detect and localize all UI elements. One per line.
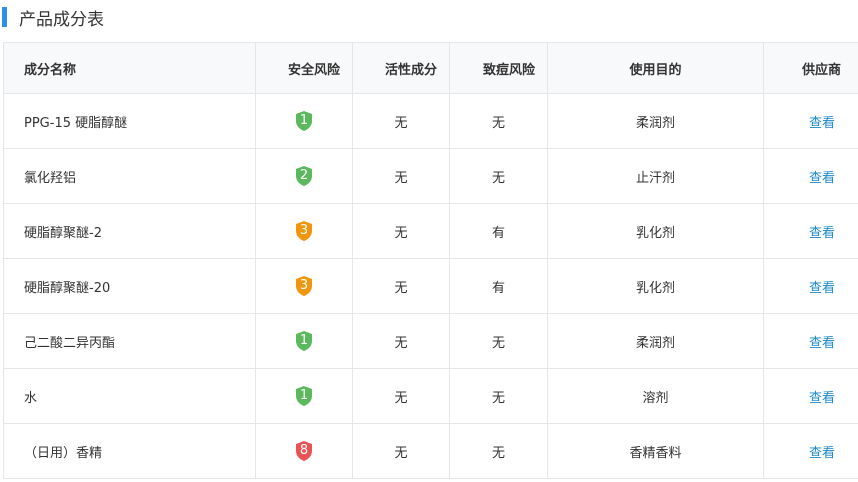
ingredient-name: PPG-15 硬脂醇醚 (3, 93, 256, 149)
usage-purpose: 柔润剂 (547, 313, 764, 369)
risk-score: 3 (299, 278, 309, 293)
safety-risk-cell: 1 (255, 313, 353, 369)
safety-risk-cell: 3 (255, 258, 353, 314)
safety-risk-cell: 8 (255, 423, 353, 479)
acne-risk: 有 (449, 203, 548, 259)
active-ingredient: 无 (352, 148, 450, 204)
ingredient-name: （日用）香精 (3, 423, 256, 479)
usage-purpose: 溶剂 (547, 368, 764, 424)
table-row: 水 1 无 无 溶剂 查看 (3, 368, 858, 424)
acne-risk: 无 (449, 368, 548, 424)
header-acne-risk: 致痘风险 (449, 42, 548, 94)
table-row: PPG-15 硬脂醇醚 1 无 无 柔润剂 查看 (3, 93, 858, 149)
risk-score: 1 (299, 333, 309, 348)
title-text: 产品成分表 (19, 9, 104, 30)
shield-icon: 3 (294, 220, 314, 242)
usage-purpose: 香精香料 (547, 423, 764, 479)
acne-risk: 无 (449, 148, 548, 204)
shield-icon: 1 (294, 385, 314, 407)
acne-risk: 无 (449, 313, 548, 369)
table-row: 硬脂醇聚醚-2 3 无 有 乳化剂 查看 (3, 203, 858, 259)
view-supplier-link[interactable]: 查看 (808, 115, 835, 131)
risk-score: 1 (299, 113, 309, 128)
shield-icon: 1 (294, 110, 314, 132)
header-supplier: 供应商 (763, 42, 858, 94)
ingredient-name: 硬脂醇聚醚-2 (3, 203, 256, 259)
ingredient-name: 硬脂醇聚醚-20 (3, 258, 256, 314)
risk-score: 2 (299, 168, 309, 183)
safety-risk-cell: 2 (255, 148, 353, 204)
shield-icon: 1 (294, 330, 314, 352)
risk-score: 1 (299, 388, 309, 403)
usage-purpose: 止汗剂 (547, 148, 764, 204)
view-supplier-link[interactable]: 查看 (808, 280, 835, 296)
header-active: 活性成分 (352, 42, 450, 94)
supplier-cell: 查看 (763, 93, 858, 149)
view-supplier-link[interactable]: 查看 (808, 225, 835, 241)
safety-risk-cell: 1 (255, 368, 353, 424)
ingredient-name: 己二酸二异丙酯 (3, 313, 256, 369)
usage-purpose: 柔润剂 (547, 93, 764, 149)
ingredient-table: 成分名称 安全风险 活性成分 致痘风险 使用目的 供应商 PPG-15 硬脂醇醚… (3, 42, 858, 479)
shield-icon: 3 (294, 275, 314, 297)
table-row: 硬脂醇聚醚-20 3 无 有 乳化剂 查看 (3, 258, 858, 314)
supplier-cell: 查看 (763, 148, 858, 204)
safety-risk-cell: 3 (255, 203, 353, 259)
table-row: 氯化羟铝 2 无 无 止汗剂 查看 (3, 148, 858, 204)
risk-score: 3 (299, 223, 309, 238)
usage-purpose: 乳化剂 (547, 258, 764, 314)
section-title: 产品成分表 (0, 5, 104, 30)
acne-risk: 无 (449, 93, 548, 149)
active-ingredient: 无 (352, 203, 450, 259)
active-ingredient: 无 (352, 93, 450, 149)
supplier-cell: 查看 (763, 423, 858, 479)
title-accent-bar (2, 7, 7, 27)
ingredient-name: 水 (3, 368, 256, 424)
active-ingredient: 无 (352, 423, 450, 479)
active-ingredient: 无 (352, 258, 450, 314)
table-row: 己二酸二异丙酯 1 无 无 柔润剂 查看 (3, 313, 858, 369)
header-safety-risk: 安全风险 (255, 42, 353, 94)
usage-purpose: 乳化剂 (547, 203, 764, 259)
view-supplier-link[interactable]: 查看 (808, 445, 835, 461)
supplier-cell: 查看 (763, 368, 858, 424)
header-name: 成分名称 (3, 42, 256, 94)
supplier-cell: 查看 (763, 258, 858, 314)
supplier-cell: 查看 (763, 203, 858, 259)
view-supplier-link[interactable]: 查看 (808, 335, 835, 351)
acne-risk: 有 (449, 258, 548, 314)
view-supplier-link[interactable]: 查看 (808, 390, 835, 406)
table-header-row: 成分名称 安全风险 活性成分 致痘风险 使用目的 供应商 (3, 42, 858, 94)
shield-icon: 2 (294, 165, 314, 187)
supplier-cell: 查看 (763, 313, 858, 369)
table-row: （日用）香精 8 无 无 香精香料 查看 (3, 423, 858, 479)
active-ingredient: 无 (352, 368, 450, 424)
ingredient-name: 氯化羟铝 (3, 148, 256, 204)
risk-score: 8 (299, 443, 309, 458)
active-ingredient: 无 (352, 313, 450, 369)
acne-risk: 无 (449, 423, 548, 479)
view-supplier-link[interactable]: 查看 (808, 170, 835, 186)
shield-icon: 8 (294, 440, 314, 462)
header-purpose: 使用目的 (547, 42, 764, 94)
safety-risk-cell: 1 (255, 93, 353, 149)
